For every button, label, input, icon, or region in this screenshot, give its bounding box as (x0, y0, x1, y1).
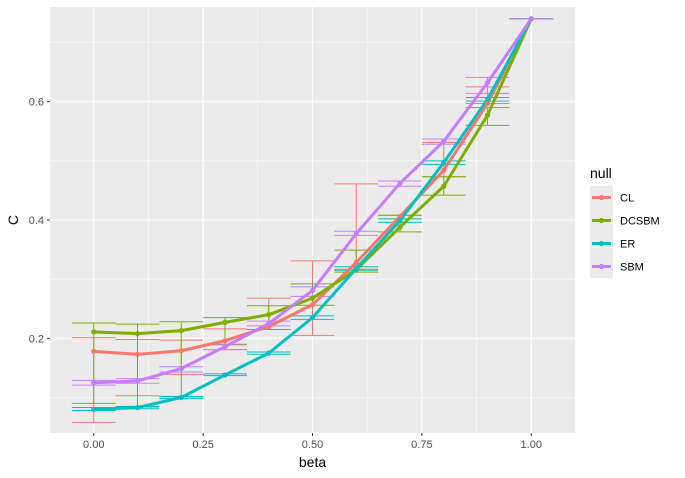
data-point-cl (178, 348, 184, 354)
data-point-er (266, 350, 272, 356)
legend-key-cl (590, 186, 613, 209)
legend-key-point (598, 194, 605, 201)
y-axis-ticks: 0.2 0.4 0.6 (29, 97, 50, 345)
data-point-sbm (397, 180, 403, 186)
data-point-er (91, 406, 97, 412)
x-tick-label: 0.50 (302, 439, 323, 451)
data-point-sbm (484, 80, 491, 86)
data-point-dcsbm (484, 112, 491, 118)
data-point-dcsbm (134, 331, 141, 337)
data-point-sbm (134, 378, 141, 384)
data-point-cl (441, 167, 447, 173)
legend-key-er (590, 232, 613, 255)
legend-key-point (598, 263, 605, 270)
legend-label-cl: CL (620, 193, 634, 205)
data-point-er (441, 160, 447, 166)
data-point-cl (484, 100, 491, 107)
legend: null CL DCSBM ER SBM (590, 165, 660, 278)
legend-label-dcsbm: DCSBM (620, 216, 660, 228)
data-point-sbm (309, 287, 316, 294)
data-point-dcsbm (222, 319, 228, 325)
data-point-dcsbm (91, 329, 97, 335)
data-point-cl (353, 260, 359, 266)
data-point-cl (91, 348, 97, 354)
y-tick-label: 0.6 (29, 97, 44, 109)
data-point-sbm (222, 344, 228, 350)
data-point-sbm (441, 138, 447, 144)
y-tick-label: 0.2 (29, 333, 44, 345)
x-tick-label: 0.00 (83, 439, 104, 451)
x-axis-ticks: 0.00 0.25 0.50 0.75 1.00 (83, 433, 542, 451)
data-point-er (222, 372, 228, 378)
data-point-dcsbm (266, 312, 272, 318)
data-point-cl (222, 338, 228, 344)
legend-label-er: ER (620, 239, 635, 251)
data-point-cl (397, 213, 403, 220)
legend-key-point (598, 240, 605, 247)
y-tick-label: 0.4 (29, 215, 44, 227)
data-point-sbm (266, 320, 272, 327)
data-point-sbm (91, 380, 97, 386)
data-point-sbm (178, 365, 184, 372)
series-points (91, 16, 534, 412)
data-point-cl (134, 351, 141, 357)
data-point-er (178, 394, 184, 401)
data-point-dcsbm (309, 295, 316, 301)
x-tick-label: 0.75 (411, 439, 432, 451)
legend-label-sbm: SBM (620, 262, 644, 274)
data-point-cl (309, 302, 316, 308)
data-point-er (484, 96, 491, 102)
legend-key-sbm (590, 255, 613, 278)
legend-title: null (590, 165, 612, 181)
data-point-er (134, 404, 141, 411)
x-tick-label: 1.00 (521, 439, 542, 451)
data-point-sbm (528, 16, 534, 22)
legend-key-point (598, 217, 605, 224)
y-axis-title: C (5, 215, 21, 225)
data-point-dcsbm (441, 183, 447, 189)
data-point-er (397, 217, 403, 224)
x-axis-title: beta (299, 454, 326, 470)
data-point-dcsbm (178, 328, 184, 334)
data-point-sbm (353, 231, 359, 237)
data-point-dcsbm (397, 224, 403, 230)
legend-key-dcsbm (590, 209, 613, 232)
data-point-er (353, 265, 359, 272)
x-tick-label: 0.25 (192, 439, 213, 451)
data-point-er (309, 315, 316, 321)
